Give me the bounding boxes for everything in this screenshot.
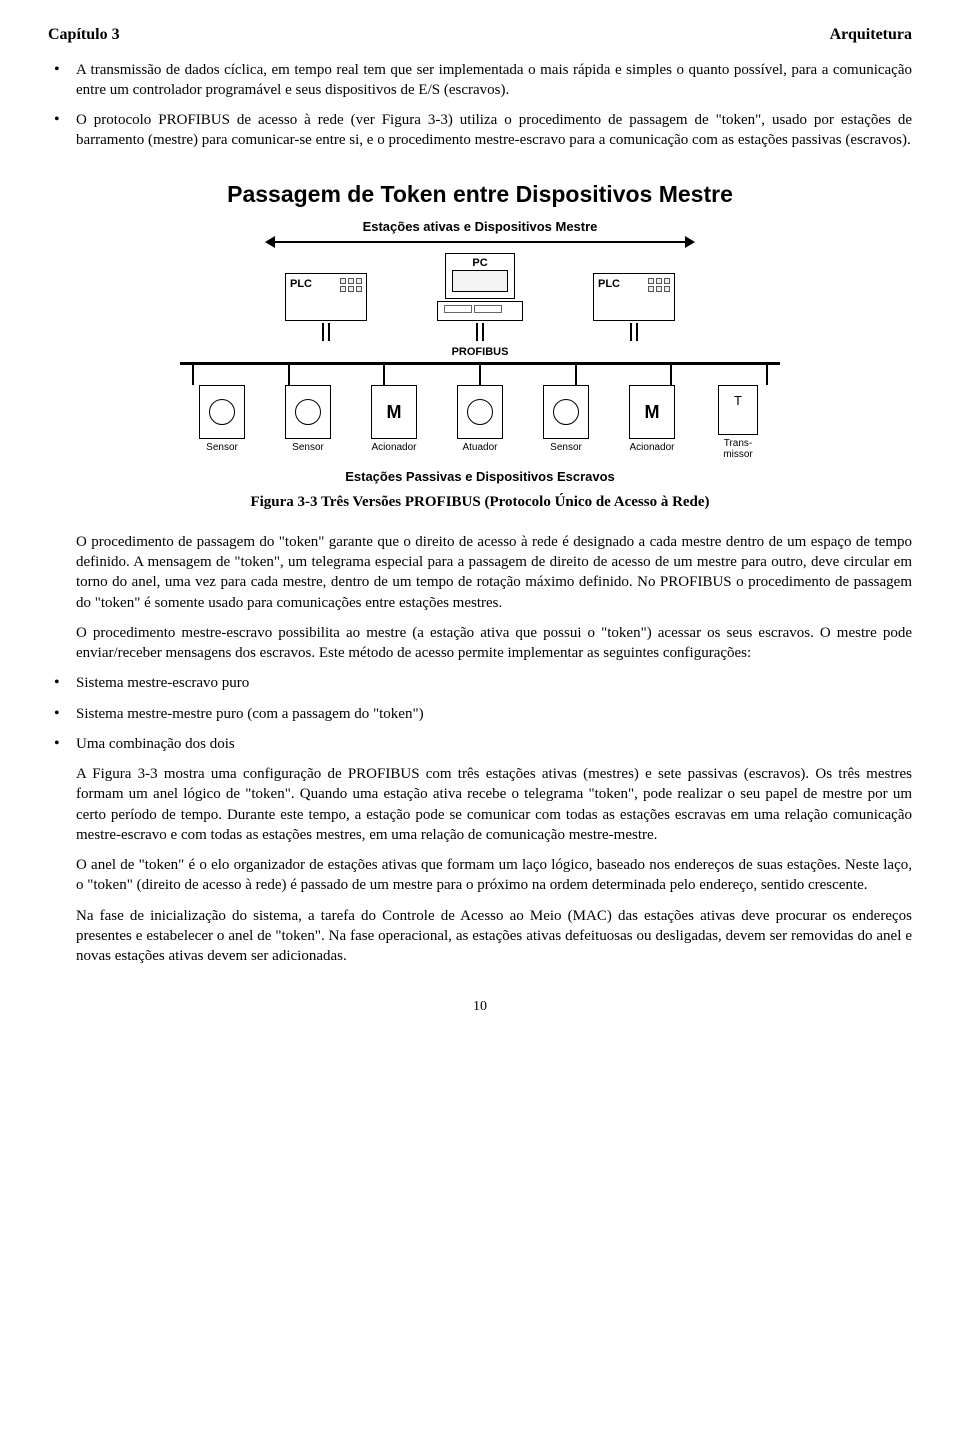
- slave-box-icon: [543, 385, 589, 439]
- diagram-sub-bottom: Estações Passivas e Dispositivos Escravo…: [160, 468, 800, 486]
- figure-caption: Figura 3-3 Três Versões PROFIBUS (Protoc…: [48, 492, 912, 512]
- master-plc-1: PLC: [285, 273, 367, 341]
- slave-box-icon: [718, 385, 758, 435]
- list-item: O protocolo PROFIBUS de acesso à rede (v…: [48, 110, 912, 151]
- slave-device: Sensor: [270, 385, 346, 453]
- slave-device: Trans- missor: [700, 385, 776, 460]
- header-left: Capítulo 3: [48, 24, 120, 46]
- figure-3-3: Passagem de Token entre Dispositivos Mes…: [48, 179, 912, 512]
- diagram-title: Passagem de Token entre Dispositivos Mes…: [160, 179, 800, 210]
- slave-label: Acionador: [371, 442, 416, 453]
- slaves-wrap: Sensor Sensor Acionador Atuador Sensor Aciona…: [180, 365, 780, 460]
- bus-label: PROFIBUS: [160, 345, 800, 360]
- double-arrow-icon: [265, 237, 695, 247]
- header-right: Arquitetura: [830, 24, 912, 46]
- slave-label: Sensor: [206, 442, 238, 453]
- diagram-sub-top: Estações ativas e Dispositivos Mestre: [160, 218, 800, 236]
- slave-box-icon: [199, 385, 245, 439]
- page-header: Capítulo 3 Arquitetura: [48, 24, 912, 46]
- slave-label: Sensor: [550, 442, 582, 453]
- paragraph: O procedimento mestre-escravo possibilit…: [76, 623, 912, 664]
- list-item: A transmissão de dados cíclica, em tempo…: [48, 60, 912, 101]
- plc-label: PLC: [290, 277, 312, 292]
- tail-paragraphs: A Figura 3-3 mostra uma configuração de …: [48, 764, 912, 966]
- plc-label: PLC: [598, 277, 620, 292]
- top-bullet-list: A transmissão de dados cíclica, em tempo…: [48, 60, 912, 151]
- master-pc: PC: [437, 253, 523, 341]
- paragraph: A Figura 3-3 mostra uma configuração de …: [76, 764, 912, 845]
- list-item: Uma combinação dos dois: [48, 734, 912, 754]
- slave-box-icon: [457, 385, 503, 439]
- slave-device: Acionador: [614, 385, 690, 453]
- pc-label: PC: [472, 256, 487, 271]
- after-figure-paragraphs: O procedimento de passagem do "token" ga…: [48, 532, 912, 664]
- token-diagram: Passagem de Token entre Dispositivos Mes…: [160, 179, 800, 486]
- list-item: Sistema mestre-escravo puro: [48, 673, 912, 693]
- master-plc-2: PLC: [593, 273, 675, 341]
- slave-label: Atuador: [462, 442, 497, 453]
- slave-label: Acionador: [629, 442, 674, 453]
- slave-label: Trans- missor: [723, 438, 752, 460]
- slave-device: Sensor: [528, 385, 604, 453]
- slave-label: Sensor: [292, 442, 324, 453]
- masters-row: PLC PC PLC: [160, 253, 800, 341]
- slave-box-icon: [629, 385, 675, 439]
- slave-device: Acionador: [356, 385, 432, 453]
- slave-device: Atuador: [442, 385, 518, 453]
- page-number: 10: [48, 998, 912, 1017]
- list-item: Sistema mestre-mestre puro (com a passag…: [48, 704, 912, 724]
- slave-device: Sensor: [184, 385, 260, 453]
- slave-box-icon: [285, 385, 331, 439]
- paragraph: Na fase de inicialização do sistema, a t…: [76, 906, 912, 967]
- paragraph: O anel de "token" é o elo organizador de…: [76, 855, 912, 896]
- slave-box-icon: [371, 385, 417, 439]
- paragraph: O procedimento de passagem do "token" ga…: [76, 532, 912, 613]
- config-bullet-list: Sistema mestre-escravo puro Sistema mest…: [48, 673, 912, 754]
